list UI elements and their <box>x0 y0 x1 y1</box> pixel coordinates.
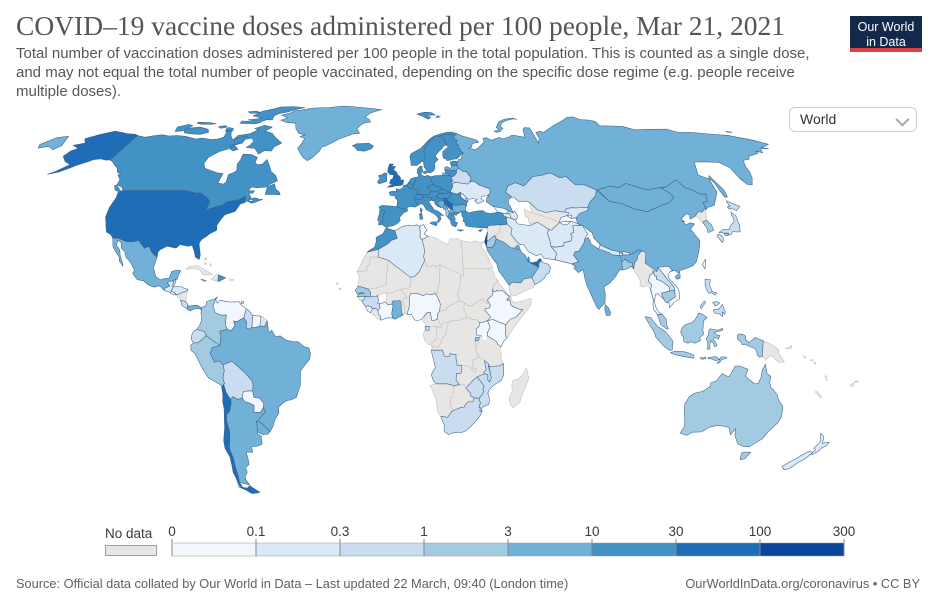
svg-text:0.1: 0.1 <box>247 524 266 539</box>
svg-text:30: 30 <box>668 524 683 539</box>
svg-text:10: 10 <box>584 524 599 539</box>
svg-text:1: 1 <box>420 524 428 539</box>
svg-text:3: 3 <box>504 524 512 539</box>
svg-text:100: 100 <box>749 524 772 539</box>
svg-text:0.3: 0.3 <box>331 524 350 539</box>
svg-text:300: 300 <box>833 524 856 539</box>
svg-text:0: 0 <box>168 524 176 539</box>
